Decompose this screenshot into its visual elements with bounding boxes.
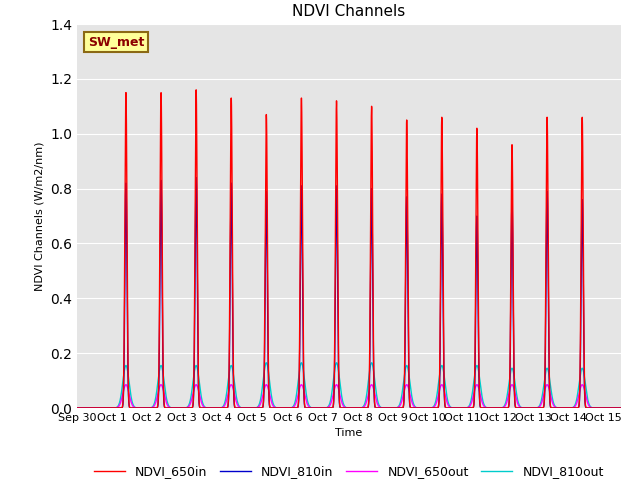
NDVI_650in xyxy=(561,405,568,411)
NDVI_650out xyxy=(546,388,554,394)
Legend: NDVI_650in, NDVI_810in, NDVI_650out, NDVI_810out: NDVI_650in, NDVI_810in, NDVI_650out, NDV… xyxy=(89,460,609,480)
Y-axis label: NDVI Channels (W/m2/nm): NDVI Channels (W/m2/nm) xyxy=(35,141,44,291)
NDVI_810in xyxy=(609,405,617,411)
NDVI_650out xyxy=(616,405,623,411)
NDVI_810in xyxy=(616,405,623,411)
NDVI_650out xyxy=(73,405,81,411)
Line: NDVI_810out: NDVI_810out xyxy=(77,363,621,408)
NDVI_650in xyxy=(617,405,625,411)
Text: SW_met: SW_met xyxy=(88,36,144,48)
NDVI_650out xyxy=(420,405,428,411)
NDVI_650in xyxy=(73,405,81,411)
NDVI_650out xyxy=(192,382,200,387)
NDVI_650in xyxy=(317,405,325,411)
NDVI_810in xyxy=(73,405,81,411)
NDVI_810in xyxy=(317,405,325,411)
NDVI_810in xyxy=(617,405,625,411)
NDVI_810in xyxy=(192,175,200,180)
NDVI_810out xyxy=(73,405,81,411)
Line: NDVI_650out: NDVI_650out xyxy=(77,384,621,408)
NDVI_810in xyxy=(420,405,428,411)
NDVI_650out xyxy=(609,405,617,411)
Title: NDVI Channels: NDVI Channels xyxy=(292,4,405,19)
NDVI_810out xyxy=(609,405,617,411)
NDVI_650out xyxy=(617,405,625,411)
NDVI_810out xyxy=(561,405,568,411)
NDVI_650out xyxy=(561,405,568,411)
X-axis label: Time: Time xyxy=(335,429,362,438)
Line: NDVI_650in: NDVI_650in xyxy=(77,90,621,408)
NDVI_810out xyxy=(617,405,625,411)
NDVI_810out xyxy=(317,405,325,411)
NDVI_650out xyxy=(317,405,325,411)
NDVI_810out xyxy=(298,360,305,366)
NDVI_650in xyxy=(546,385,554,391)
NDVI_650in xyxy=(609,405,617,411)
Line: NDVI_810in: NDVI_810in xyxy=(77,178,621,408)
NDVI_810out xyxy=(616,405,623,411)
NDVI_650in xyxy=(192,87,200,93)
NDVI_650in xyxy=(420,405,428,411)
NDVI_810in xyxy=(561,405,568,411)
NDVI_810out xyxy=(546,375,554,381)
NDVI_810out xyxy=(420,405,428,411)
NDVI_650in xyxy=(616,405,623,411)
NDVI_810in xyxy=(546,390,554,396)
